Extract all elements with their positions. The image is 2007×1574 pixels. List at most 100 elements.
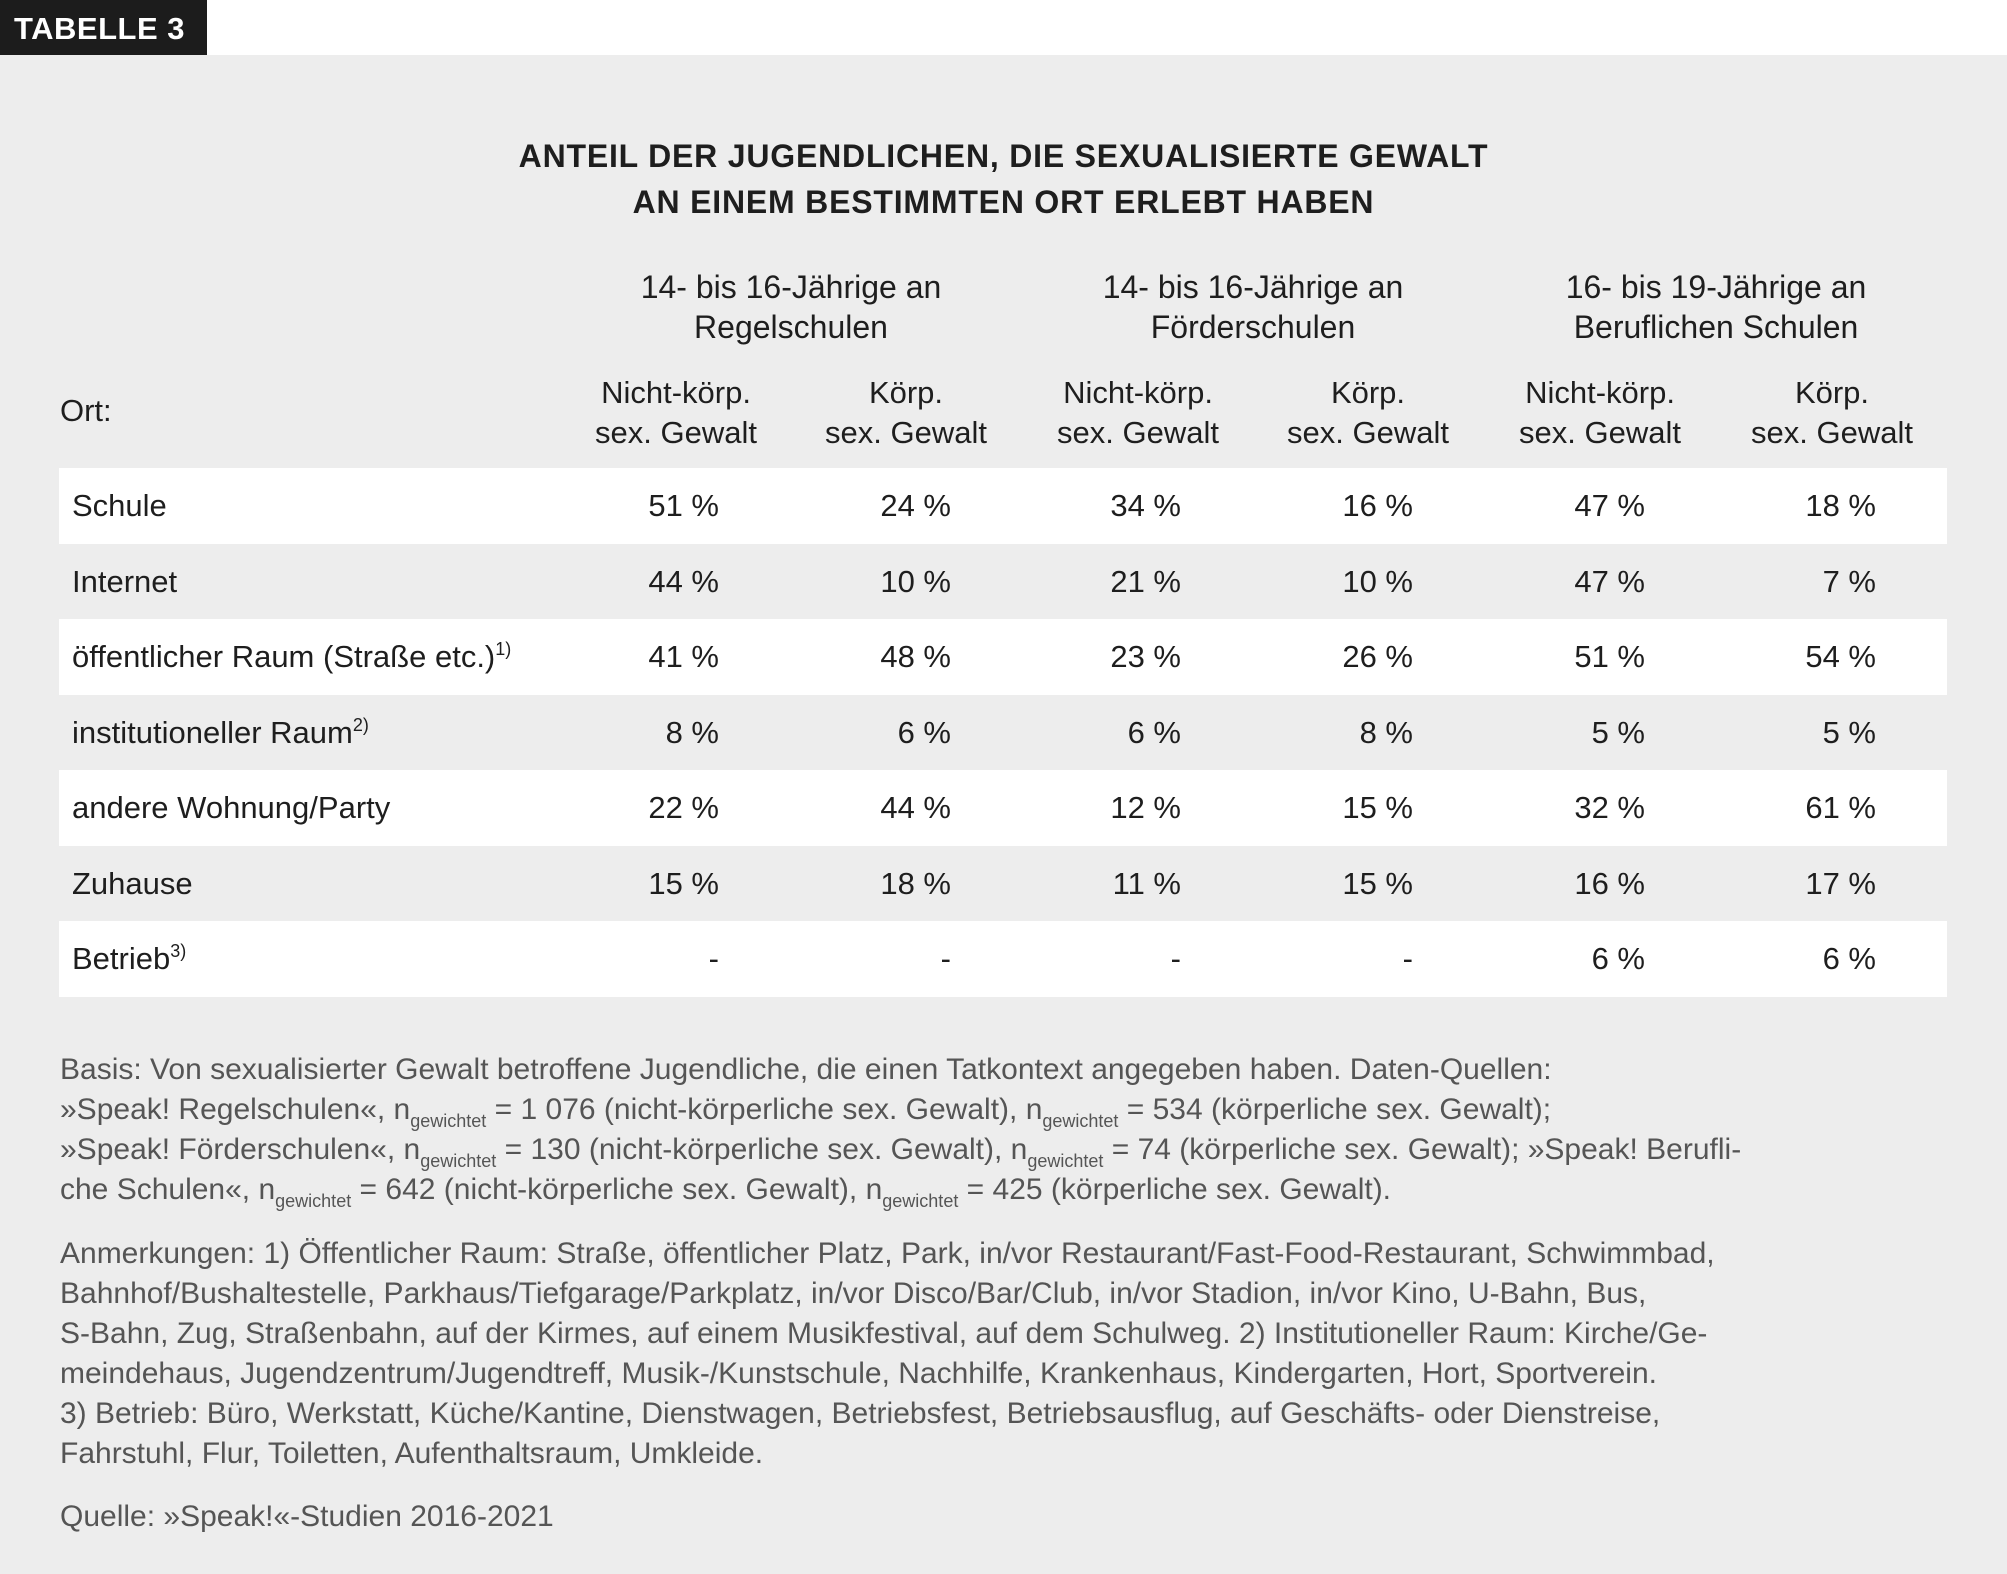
column-header-line-1: Körp. [868,375,944,410]
basis-text: = 1 076 (nicht-körperliche sex. Gewalt),… [486,1093,1043,1126]
row-label: Internet [72,544,177,620]
note-line: S-Bahn, Zug, Straßenbahn, auf der Kirmes… [60,1317,1708,1350]
basis-text: »Speak! Förderschulen«, n [60,1133,421,1166]
column-header-line-2: sex. Gewalt [1287,415,1449,450]
table-cell: - [1402,941,1413,976]
table-cell: 24 % [880,488,951,523]
column-header: Körp. sex. Gewalt [791,373,1021,453]
table-cell: 8 % [665,714,719,750]
subscript: gewichtet [1027,1151,1104,1171]
footnote-marker: 2) [352,714,369,735]
table-cell: 44 % [648,563,719,599]
column-header-line-2: sex. Gewalt [595,415,757,450]
column-header-line-2: sex. Gewalt [1751,415,1913,450]
table-cell: 47 % [1574,563,1645,599]
group-header-line-1: 16- bis 19-Jährige an [1565,269,1867,305]
group-header-line-1: 14- bis 16-Jährige an [1102,269,1404,305]
table-row: Betrieb3) - - - - 6 % 6 % [59,921,1947,997]
row-label: Zuhause [72,846,193,922]
column-group-header: 16- bis 19-Jährige an Beruflichen Schulen [1506,267,1926,347]
row-label-text: Schule [72,488,167,523]
basis-line: »Speak! Förderschulen«, ngewichtet = 130… [60,1130,1741,1170]
table-row: Internet 44 % 10 % 21 % 10 % 47 % 7 % [59,544,1947,620]
row-header: Ort: [60,393,112,428]
table-row: Zuhause 15 % 18 % 11 % 15 % 16 % 17 % [59,846,1947,922]
basis-line: »Speak! Regelschulen«, ngewichtet = 1 07… [60,1090,1551,1130]
subscript: gewichtet [275,1191,352,1211]
row-label: öffentlicher Raum (Straße etc.)1) [72,619,511,695]
table-row: andere Wohnung/Party 22 % 44 % 12 % 15 % 32 %… [59,770,1947,846]
table-cell: 6 % [1822,941,1876,976]
note-line: Anmerkungen: 1) Öffentlicher Raum: Straß… [60,1237,1715,1270]
note-line: Bahnhof/Bushaltestelle, Parkhaus/Tiefgar… [60,1277,1647,1310]
table-cell: 51 % [648,488,719,523]
basis-text: che Schulen«, n [60,1173,276,1206]
row-label-text: Betrieb [72,941,171,976]
row-label: Schule [72,468,167,544]
column-header-line-2: sex. Gewalt [1519,415,1681,450]
source-line: Quelle: »Speak!«-Studien 2016-2021 [60,1500,554,1533]
basis-text: = 534 (körperliche sex. Gewalt); [1118,1093,1552,1126]
table-title-line-1: ANTEIL DER JUGENDLICHEN, DIE SEXUALISIER… [518,138,1489,174]
table-cell: 6 % [1127,714,1181,750]
group-header-line-2: Beruflichen Schulen [1573,309,1859,345]
row-label-text: Zuhause [72,865,193,901]
table-title-line-2: AN EINEM BESTIMMTEN ORT ERLEBT HABEN [632,184,1375,220]
footnote-marker: 1) [495,639,512,659]
row-label: institutioneller Raum2) [72,695,369,771]
basis-line: che Schulen«, ngewichtet = 642 (nicht-kö… [60,1170,1391,1210]
table-cell: 6 % [1591,941,1645,976]
table-row: öffentlicher Raum (Straße etc.)1) 41 % 48 … [59,619,1947,695]
row-label-text: andere Wohnung/Party [72,790,391,825]
table-cell: 23 % [1110,639,1181,674]
subscript: gewichtet [882,1191,959,1211]
column-group-header: 14- bis 16-Jährige an Förderschulen [1043,267,1463,347]
table-cell: 15 % [1342,790,1413,825]
table-cell: 61 % [1805,790,1876,825]
table-cell: 7 % [1822,563,1876,599]
table-cell: 51 % [1574,639,1645,674]
column-header: Nicht-körp. sex. Gewalt [1485,373,1715,453]
basis-text: = 425 (körperliche sex. Gewalt). [958,1173,1392,1206]
row-label-text: institutioneller Raum [72,714,353,750]
basis-line: Basis: Von sexualisierter Gewalt betroff… [60,1050,1552,1090]
table-cell: 6 % [897,714,951,750]
table-cell: 22 % [648,790,719,825]
basis-text: = 74 (körperliche sex. Gewalt); »Speak! … [1103,1133,1742,1166]
footnote-marker: 3) [170,941,187,961]
table-cell: 17 % [1805,865,1876,901]
subscript: gewichtet [1042,1111,1119,1131]
table-number-tag: TABELLE 3 [0,0,207,55]
row-label: andere Wohnung/Party [72,770,390,846]
column-header-line-1: Nicht-körp. [601,375,751,410]
table-cell: 8 % [1359,714,1413,750]
table-cell: 12 % [1110,790,1181,825]
table-cell: - [940,941,951,976]
basis-text: »Speak! Regelschulen«, n [60,1093,411,1126]
table-cell: 48 % [880,639,951,674]
column-header: Nicht-körp. sex. Gewalt [1023,373,1253,453]
table-cell: 5 % [1822,714,1876,750]
subscript: gewichtet [410,1111,487,1131]
table-cell: 44 % [880,790,951,825]
note-line: meindehaus, Jugendzentrum/Jugendtreff, M… [60,1357,1657,1390]
group-header-line-1: 14- bis 16-Jährige an [640,269,942,305]
column-header: Nicht-körp. sex. Gewalt [561,373,791,453]
table-cell: 54 % [1805,639,1876,674]
basis-text: = 642 (nicht-körperliche sex. Gewalt), n [351,1173,883,1206]
table-cell: - [1170,941,1181,976]
column-header-line-1: Körp. [1330,375,1406,410]
note-line: Fahrstuhl, Flur, Toiletten, Aufenthaltsr… [60,1437,764,1470]
basis-text: = 130 (nicht-körperliche sex. Gewalt), n [496,1133,1028,1166]
subscript: gewichtet [420,1151,497,1171]
row-label-text: öffentlicher Raum (Straße etc.) [72,639,496,674]
row-label: Betrieb3) [72,921,186,997]
table-cell: 15 % [1342,865,1413,901]
column-header: Körp. sex. Gewalt [1253,373,1483,453]
table-cell: 32 % [1574,790,1645,825]
group-header-line-2: Förderschulen [1150,309,1356,345]
table-row: Schule 51 % 24 % 34 % 16 % 47 % 18 % [59,468,1947,544]
table-cell: 15 % [648,865,719,901]
table-cell: 41 % [648,639,719,674]
note-line: 3) Betrieb: Büro, Werkstatt, Küche/Kanti… [60,1397,1661,1430]
